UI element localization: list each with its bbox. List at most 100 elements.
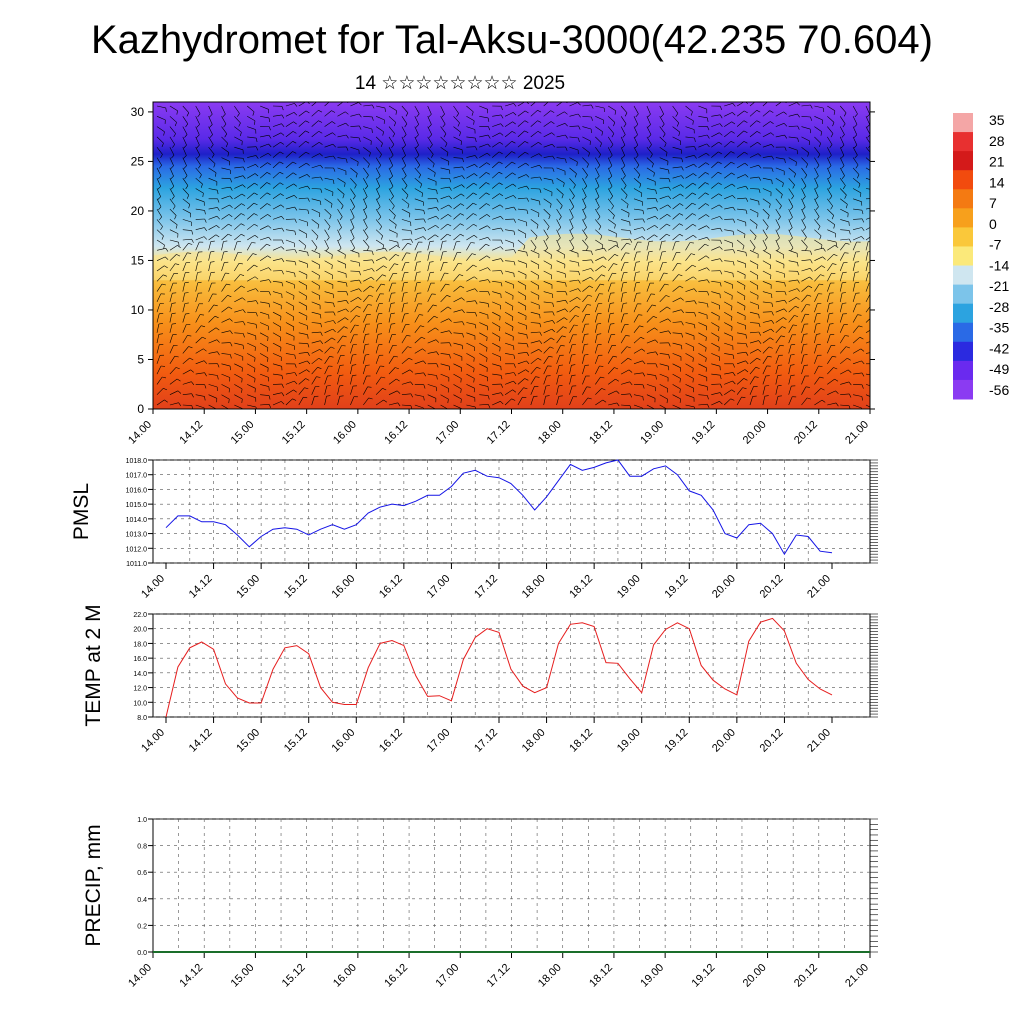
wind-barb-shaft (350, 315, 357, 323)
wind-barb-shaft (724, 229, 734, 232)
wind-barb-flag (436, 363, 439, 368)
wind-barb-flag (651, 163, 654, 168)
wind-barb-shaft (414, 167, 421, 175)
wind-barb-flag (396, 390, 401, 394)
wind-barb-flag (588, 152, 590, 157)
wind-barb-shaft (272, 141, 281, 148)
wind-barb-shaft (840, 238, 850, 241)
wind-barb-shaft (182, 335, 188, 344)
wind-barb-shaft (285, 141, 293, 148)
wind-barb-flag (634, 144, 639, 149)
wind-barb-flag (403, 281, 408, 284)
wind-barb-shaft (762, 110, 770, 117)
wind-barb-flag (578, 262, 580, 267)
wind-barb-shaft (543, 143, 553, 148)
wind-barb-shaft (208, 136, 214, 145)
wind-barb-flag (745, 210, 748, 215)
wind-barb-flag (796, 297, 800, 300)
wind-barb-shaft (607, 208, 615, 216)
wind-barb-flag (810, 116, 812, 121)
wind-barb-shaft (221, 384, 230, 389)
wind-barb-flag (486, 152, 491, 156)
wind-barb-flag (810, 259, 813, 264)
wind-barb-shaft (607, 283, 612, 292)
wind-barb-shaft (788, 334, 793, 344)
wind-barb-flag (339, 374, 344, 376)
wind-barb-flag (570, 237, 574, 242)
wind-barb-flag (397, 242, 399, 247)
wind-barb-shaft (492, 123, 501, 127)
wind-barb-shaft (440, 105, 445, 115)
wind-barb-flag (642, 227, 646, 231)
wind-barb-flag (611, 205, 614, 210)
wind-barb-shaft (852, 348, 862, 354)
wind-barb-shaft (401, 393, 411, 395)
wind-barb-flag (223, 123, 227, 128)
wind-barb-shaft (414, 208, 424, 211)
wind-barb-shaft (247, 332, 256, 337)
wind-barb-shaft (208, 304, 215, 313)
wind-barb-shaft (479, 384, 489, 387)
wind-barb-flag (652, 304, 657, 307)
x-tick-label: 16.00 (329, 727, 357, 755)
wind-barb-flag (447, 214, 452, 217)
wind-barb-shaft (504, 195, 514, 200)
wind-barb-shaft (453, 193, 462, 200)
wind-barb-shaft (569, 102, 578, 107)
wind-barb-shaft (414, 157, 421, 166)
wind-barb-flag (767, 215, 770, 220)
wind-barb-shaft (350, 198, 355, 207)
wind-barb-shaft (749, 250, 759, 255)
wind-barb-flag (777, 216, 781, 221)
wind-barb-flag (423, 360, 427, 364)
wind-barb-flag (255, 155, 259, 159)
wind-barb-shaft (156, 229, 164, 237)
wind-barb-flag (565, 134, 568, 139)
wind-barb-flag (436, 351, 439, 356)
wind-barb-shaft (543, 155, 553, 158)
wind-barb-flag (423, 218, 426, 223)
wind-barb-shaft (311, 357, 319, 365)
wind-barb-shaft (350, 229, 355, 239)
wind-barb-flag (500, 383, 503, 388)
wind-barb-flag (402, 165, 407, 169)
wind-barb-flag (267, 337, 269, 342)
wind-barb-shaft (698, 203, 706, 210)
wind-barb-shaft (556, 355, 560, 364)
wind-barb-shaft (672, 252, 677, 261)
wind-barb-shaft (388, 334, 393, 344)
wind-barb-shaft (221, 251, 224, 261)
y-tick-label: 20 (131, 204, 145, 218)
wind-barb-flag (485, 243, 490, 247)
wind-barb-shaft (182, 324, 187, 333)
wind-barb-shaft (363, 167, 369, 176)
wind-barb-shaft (208, 116, 213, 125)
wind-barb-flag (203, 348, 207, 352)
wind-barb-flag (526, 185, 530, 190)
wind-barb-shaft (775, 102, 782, 107)
wind-barb-shaft (543, 229, 549, 238)
wind-barb-shaft (865, 217, 870, 220)
wind-barb-flag (625, 252, 630, 254)
wind-barb-shaft (363, 198, 368, 208)
wind-barb-shaft (801, 314, 806, 323)
wind-barb-flag (820, 388, 825, 391)
wind-barb-flag (442, 123, 446, 128)
wind-barb-flag (384, 248, 388, 252)
wind-barb-flag (320, 164, 324, 169)
wind-barb-shaft (234, 309, 244, 313)
wind-barb-flag (242, 309, 246, 313)
wind-barb-flag (487, 279, 491, 284)
wind-barb-flag (861, 218, 865, 223)
wind-barb-shaft (569, 260, 579, 263)
wind-barb-shaft (479, 214, 487, 220)
wind-barb-shaft (311, 281, 320, 286)
wind-barb-shaft (672, 274, 679, 282)
wind-barb-shaft (414, 105, 420, 114)
wind-barb-shaft (749, 291, 759, 296)
wind-barb-shaft (749, 367, 757, 375)
wind-barb-flag (743, 141, 748, 144)
y-axis-title: TEMP at 2 M (82, 604, 105, 726)
wind-barb-shaft (814, 256, 823, 261)
wind-barb-shaft (414, 136, 419, 146)
